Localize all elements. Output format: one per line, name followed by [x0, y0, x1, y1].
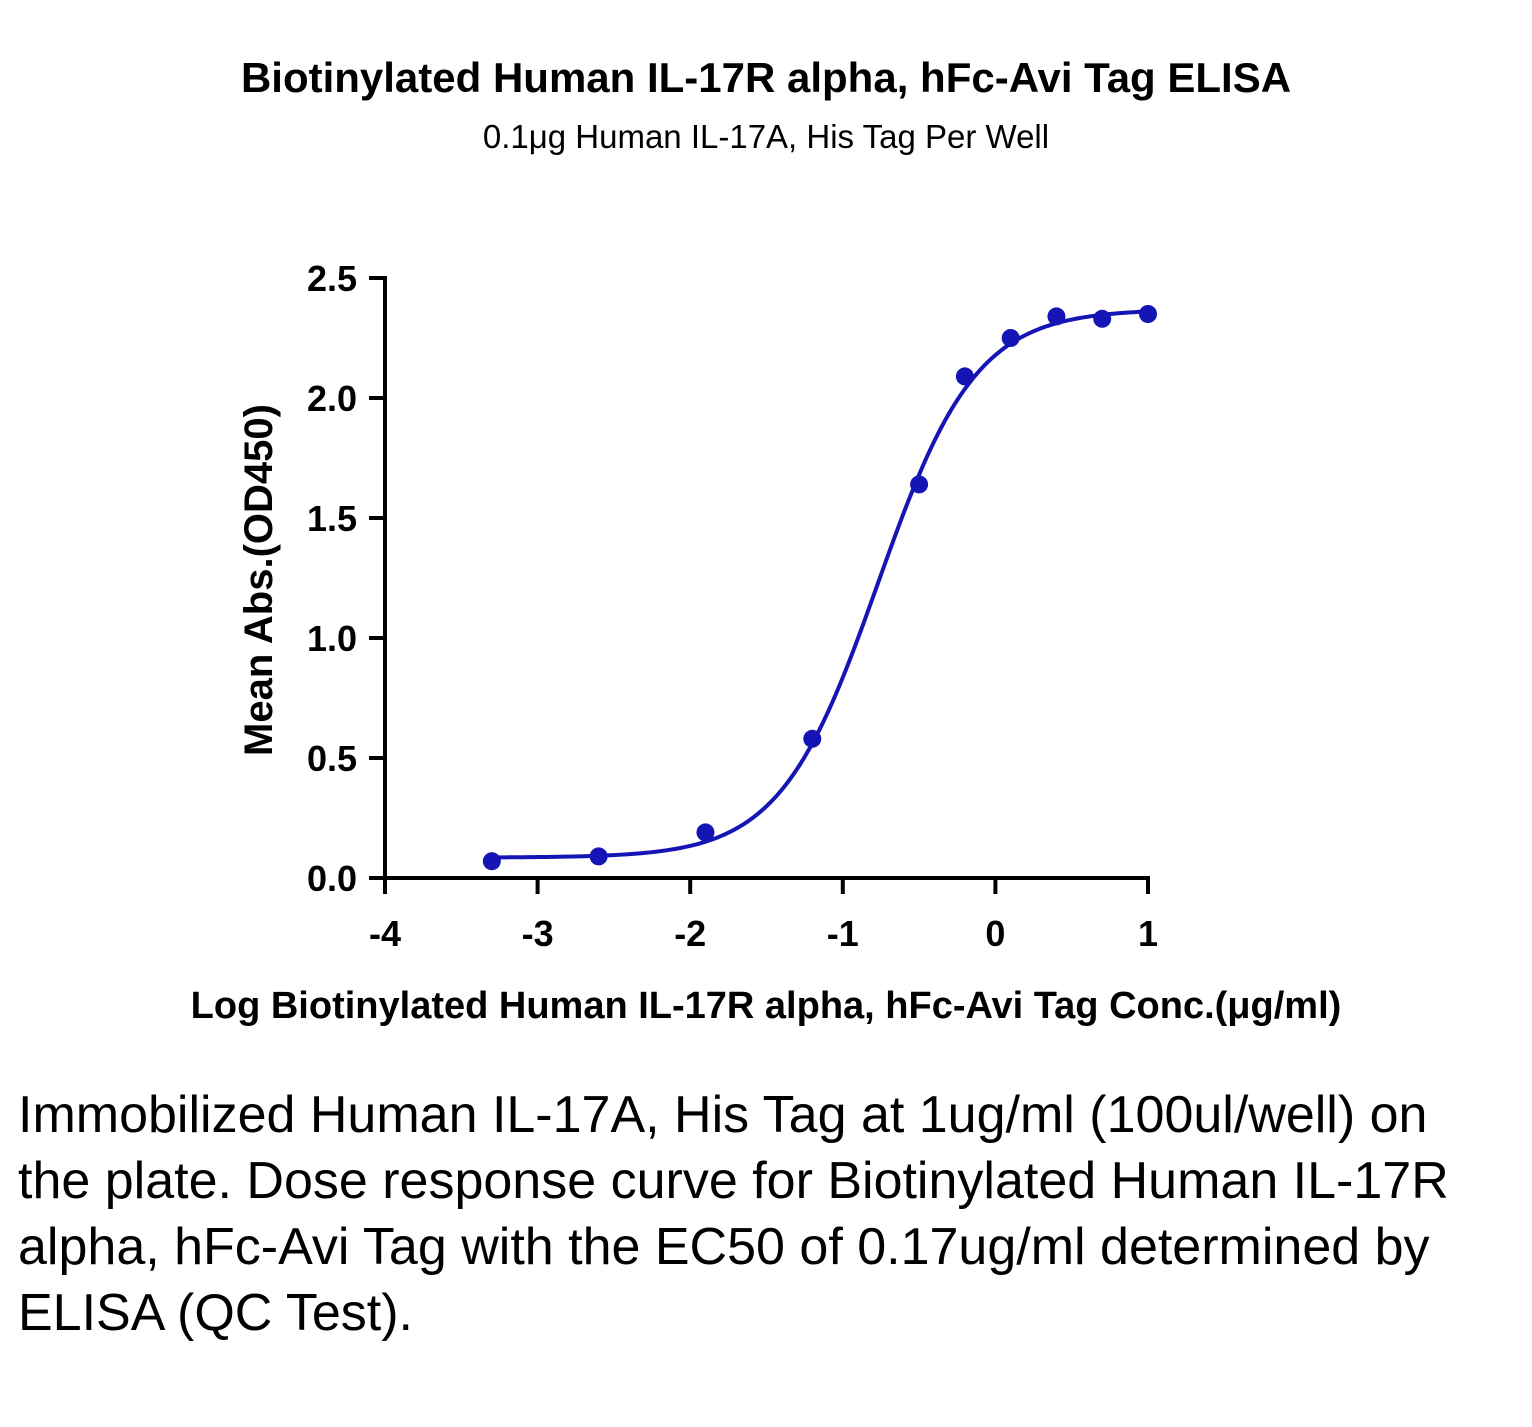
data-point — [1001, 329, 1020, 347]
y-tick-label: 2.0 — [307, 378, 357, 419]
y-tick-label: 2.5 — [307, 258, 357, 299]
axes — [383, 276, 1150, 880]
data-point — [589, 847, 608, 866]
chart-title: Biotinylated Human IL-17R alpha, hFc-Avi… — [240, 54, 1292, 101]
data-points — [482, 305, 1157, 871]
data-point — [482, 852, 501, 871]
x-tick-label: -3 — [522, 913, 554, 954]
y-tick-label: 1.5 — [307, 498, 357, 539]
x-tick-label: 0 — [985, 913, 1005, 954]
data-point — [696, 823, 715, 842]
data-point — [1047, 307, 1066, 326]
y-axis-label: Mean Abs.(OD450) — [237, 404, 281, 756]
plot-area: 0.0 0.5 1.0 1.5 2.0 2.5 -4 -3 -2 -1 0 1 Mean Abs.(O… — [191, 258, 1342, 1027]
fit-curve — [491, 309, 1149, 860]
y-tick-label: 0.0 — [307, 858, 357, 899]
x-tick-label: 1 — [1138, 913, 1158, 954]
data-point — [910, 475, 929, 494]
chart-subtitle: 0.1μg Human IL-17A, His Tag Per Well — [482, 118, 1050, 155]
tick-labels: 0.0 0.5 1.0 1.5 2.0 2.5 -4 -3 -2 -1 0 1 — [307, 258, 1158, 954]
x-tick-label: -2 — [674, 913, 706, 954]
y-tick-label: 0.5 — [307, 738, 357, 779]
data-point — [1139, 305, 1157, 323]
x-axis-label: Log Biotinylated Human IL-17R alpha, hFc… — [191, 985, 1342, 1027]
data-point — [803, 729, 822, 748]
x-tick-label: -4 — [369, 913, 401, 954]
y-tick-label: 1.0 — [307, 618, 357, 659]
data-point — [1093, 309, 1112, 328]
x-tick-label: -1 — [827, 913, 859, 954]
figure-caption: Immobilized Human IL-17A, His Tag at 1ug… — [18, 1086, 1449, 1342]
data-point — [955, 367, 974, 386]
tick-marks — [369, 276, 1150, 894]
